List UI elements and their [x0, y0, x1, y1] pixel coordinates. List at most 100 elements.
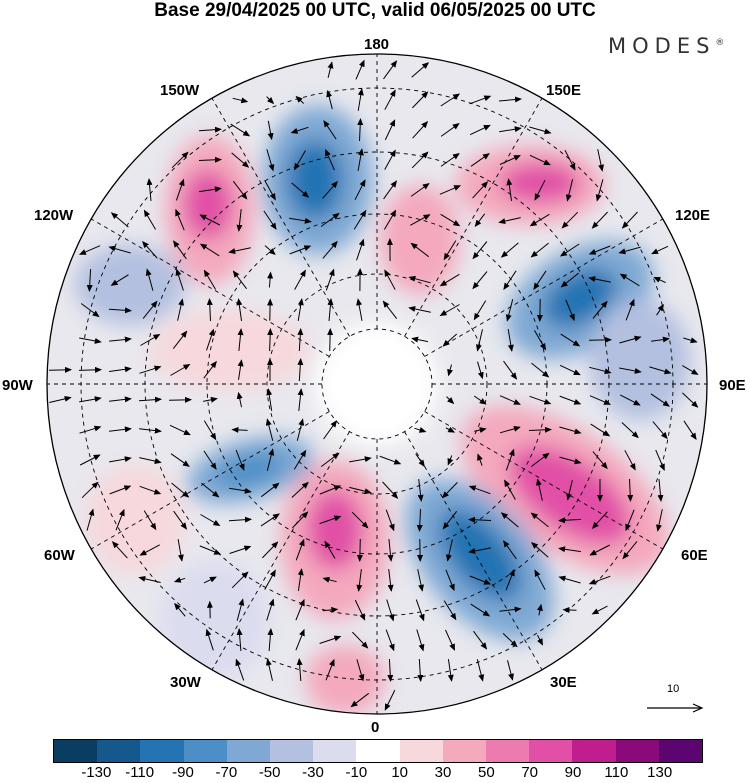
wind-vector [651, 245, 669, 255]
lon-label-150w: 150W [160, 82, 200, 99]
anomaly-negative [160, 560, 270, 680]
wind-vector [595, 179, 604, 202]
anomaly-negative [215, 452, 285, 488]
wind-vector [588, 245, 611, 255]
wind-vector [290, 126, 309, 134]
wind-vector [327, 298, 334, 322]
wind-vector [625, 509, 635, 532]
wind-vector [653, 276, 666, 284]
wind-vector [470, 153, 490, 167]
wind-vector [143, 209, 157, 230]
map-title: Base 29/04/2025 00 UTC, valid 06/05/2025… [154, 0, 596, 21]
wind-vector [48, 366, 72, 373]
wind-vector [591, 211, 608, 229]
wind-vector [109, 396, 132, 403]
wind-vector [410, 242, 430, 258]
wind-vector [530, 242, 549, 258]
wind-vector [142, 300, 158, 319]
anomaly-negative [590, 300, 690, 420]
wind-vector [472, 181, 489, 199]
wind-vector [417, 569, 424, 592]
colorbar-tick-label: 70 [521, 764, 538, 781]
colorbar-cell [442, 740, 487, 762]
wind-vector [410, 214, 431, 226]
wind-vector [683, 337, 698, 344]
wind-vector [447, 364, 453, 377]
wind-vector [588, 575, 611, 585]
wind-vector [387, 658, 394, 682]
wind-vector [110, 274, 129, 286]
wind-vector [139, 485, 162, 495]
wind-vector [175, 268, 184, 291]
wind-vector [109, 336, 132, 343]
wind-vector [384, 119, 396, 141]
wind-vector [442, 510, 458, 530]
wind-vector [235, 658, 245, 681]
wind-vector [236, 298, 243, 321]
wind-vector [324, 540, 336, 559]
wind-vector [294, 269, 306, 290]
reference-vector-label: 10 [667, 683, 680, 695]
anomaly-positive [305, 645, 385, 714]
wind-vector [385, 629, 395, 652]
wind-vector [411, 151, 429, 169]
wind-vector [232, 180, 248, 200]
wind-vector [199, 545, 222, 555]
wind-vector [295, 598, 305, 621]
wind-vector [445, 539, 453, 562]
colorbar-tick-label: 30 [434, 764, 452, 781]
wind-vector [172, 330, 188, 350]
anomaly-negative [438, 509, 522, 601]
wind-vector [507, 660, 514, 681]
wind-vector [528, 426, 552, 433]
wind-vector [235, 449, 245, 471]
colorbar-cell [140, 740, 184, 762]
colorbar-tick-label: -130 [81, 764, 112, 781]
wind-vector [140, 333, 161, 346]
wind-vector [323, 120, 337, 140]
colorbar [53, 739, 703, 763]
meridian-line [90, 218, 330, 357]
wind-vector [267, 120, 274, 141]
wind-vector [591, 511, 608, 529]
wind-vector [505, 568, 515, 591]
wind-vector [447, 659, 454, 682]
wind-vector [173, 510, 187, 530]
wind-vector [327, 61, 334, 78]
wind-vector [536, 603, 543, 616]
meridian-line [424, 411, 664, 550]
wind-vector [169, 424, 191, 436]
lon-label-0: 0 [371, 719, 380, 736]
wind-vector [322, 606, 339, 613]
wind-vector [383, 180, 397, 200]
wind-vector [267, 328, 274, 352]
wind-vector [319, 635, 342, 644]
wind-vector [411, 62, 430, 78]
wind-vector [139, 544, 160, 556]
lon-label-30w: 30W [170, 674, 201, 691]
meridian-line [211, 97, 350, 337]
anomaly-negative [287, 140, 343, 220]
wind-vector [531, 362, 550, 378]
wind-vector [619, 273, 640, 287]
wind-vector [356, 538, 363, 562]
wind-vector [621, 211, 638, 229]
wind-vector [260, 513, 280, 527]
wind-vector [499, 425, 521, 434]
wind-vector [559, 395, 582, 405]
wind-vector [504, 479, 516, 500]
wind-vector [170, 453, 190, 467]
wind-vector [384, 269, 396, 290]
wind-vector [203, 269, 217, 290]
wind-vector [652, 421, 668, 440]
wind-vector [325, 658, 335, 681]
lon-label-120w: 120W [34, 207, 74, 224]
wind-vector [445, 569, 455, 592]
wind-vector [228, 247, 251, 254]
colorbar-cell [183, 740, 227, 762]
wind-vector [356, 569, 363, 592]
wind-vector [441, 482, 458, 499]
wind-vector [295, 538, 305, 561]
wind-vector [206, 328, 215, 351]
